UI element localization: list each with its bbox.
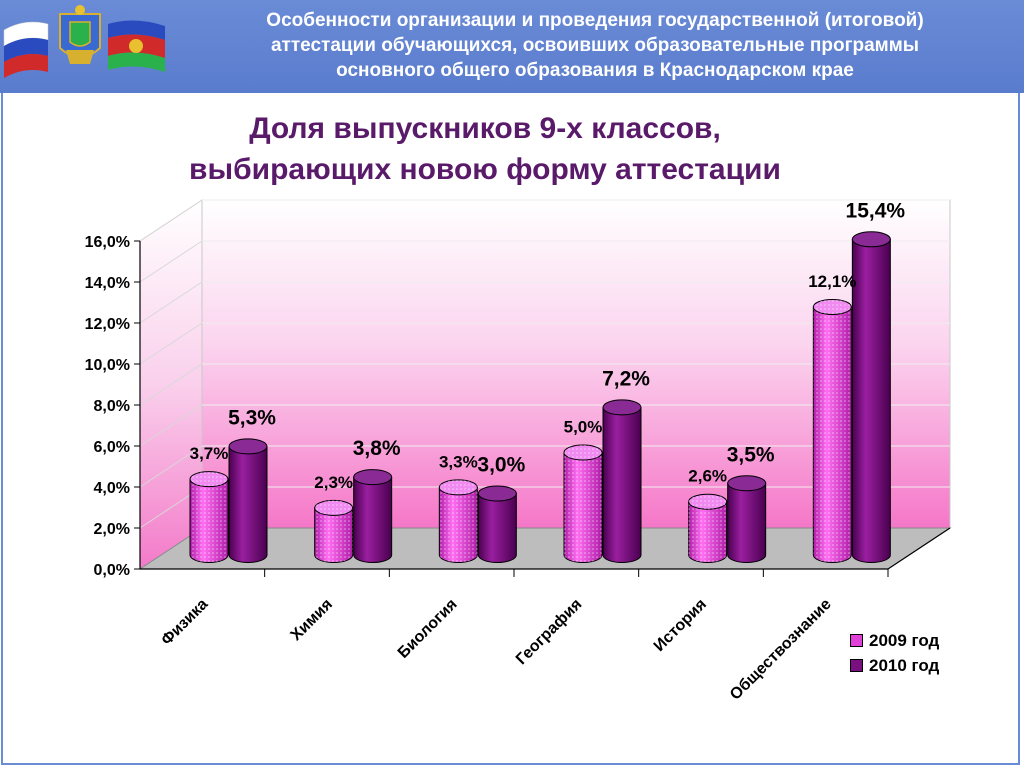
y-tick-label: 8,0% xyxy=(94,398,130,415)
y-tick-label: 0,0% xyxy=(94,562,130,579)
data-label: 5,0% xyxy=(564,418,603,437)
data-label: 3,8% xyxy=(353,437,401,460)
bar-2009 xyxy=(812,298,852,563)
bar-2010 xyxy=(602,399,642,563)
gridline-side xyxy=(139,322,203,365)
x-category-label: История xyxy=(651,596,710,655)
y-tick-label: 16,0% xyxy=(85,234,130,251)
slide-frame xyxy=(1,93,1020,765)
flags-emblem-icon xyxy=(3,5,165,78)
chart-title: Доля выпускников 9-х классов, выбирающих… xyxy=(189,112,781,186)
legend-swatch-2010 xyxy=(850,659,863,672)
slide-header: Особенности организации и проведения гос… xyxy=(0,0,1024,93)
y-tick-label: 2,0% xyxy=(94,521,130,538)
data-label: 3,0% xyxy=(477,454,525,477)
floor-edge-right xyxy=(887,527,951,570)
bar-2010 xyxy=(727,475,767,563)
bar-2010 xyxy=(477,485,517,563)
bar-2009 xyxy=(189,471,229,563)
gridline-side xyxy=(139,404,203,447)
bar-2010 xyxy=(228,438,268,563)
gridline-side xyxy=(139,445,203,488)
y-tick-label: 14,0% xyxy=(85,275,130,292)
gridline-side xyxy=(139,240,203,283)
data-label: 5,3% xyxy=(228,406,276,429)
bar-2010 xyxy=(353,469,393,563)
bar-2009 xyxy=(688,493,728,563)
data-label: 2,6% xyxy=(688,467,727,486)
legend-swatch-2009 xyxy=(850,634,863,647)
data-label: 3,5% xyxy=(727,443,775,466)
bar-2009 xyxy=(314,499,354,563)
x-category-label: География xyxy=(513,596,585,668)
legend-item-2010: 2010 год xyxy=(850,653,939,678)
data-label: 2,3% xyxy=(314,473,353,492)
legend-label-2010: 2010 год xyxy=(869,655,940,675)
chart-legend: 2009 год 2010 год xyxy=(850,628,939,678)
bar-2009 xyxy=(563,444,603,563)
x-category-label: Физика xyxy=(158,596,211,649)
bar-2009 xyxy=(438,479,478,563)
x-category-label: Обществознание xyxy=(727,596,835,704)
header-title: Особенности организации и проведения гос… xyxy=(266,10,924,81)
gridline-side xyxy=(139,199,203,242)
data-label: 15,4% xyxy=(846,199,906,222)
y-tick-label: 10,0% xyxy=(85,357,130,374)
legend-label-2009: 2009 год xyxy=(869,630,940,650)
x-category-label: Биология xyxy=(395,596,461,662)
gridline-side xyxy=(139,363,203,406)
y-tick-label: 6,0% xyxy=(94,439,130,456)
data-label: 12,1% xyxy=(808,272,856,291)
data-label: 7,2% xyxy=(602,367,650,390)
x-category-label: Химия xyxy=(288,596,336,644)
bar-2010 xyxy=(851,231,891,563)
legend-item-2009: 2009 год xyxy=(850,628,939,653)
y-tick-label: 12,0% xyxy=(85,316,130,333)
data-label: 3,3% xyxy=(439,452,478,471)
data-label: 3,7% xyxy=(190,444,229,463)
y-tick-label: 4,0% xyxy=(94,480,130,497)
gridline-side xyxy=(139,281,203,324)
